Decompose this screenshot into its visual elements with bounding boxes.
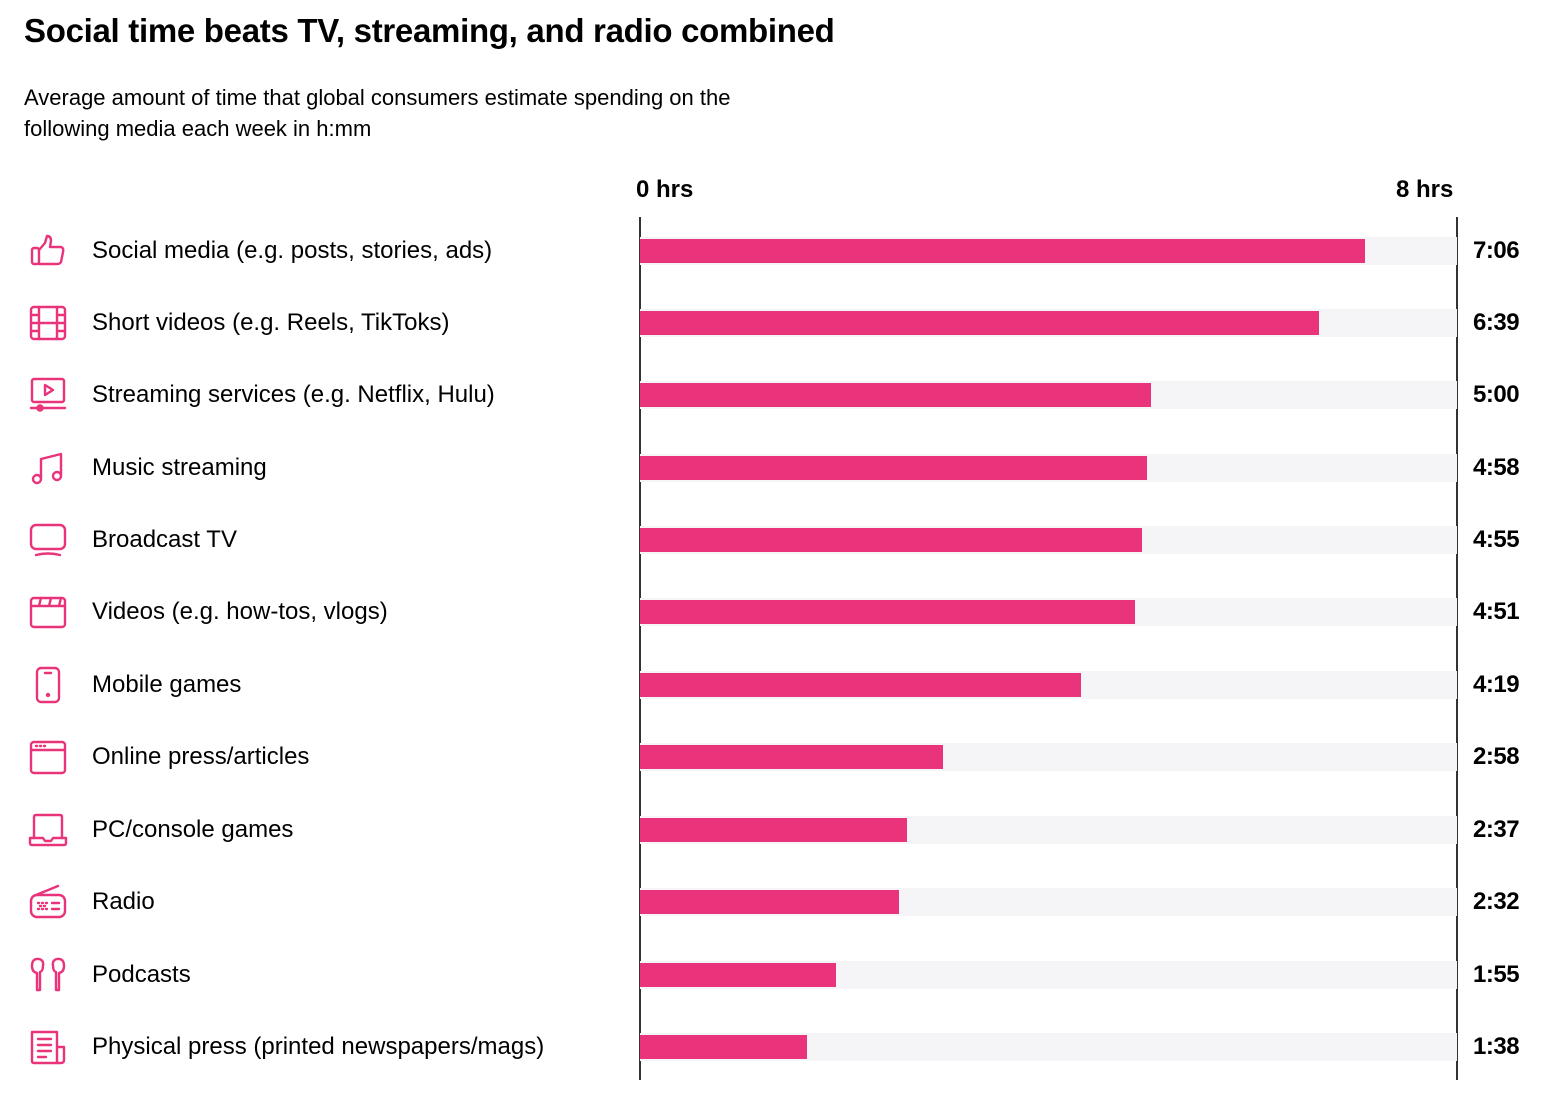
film-strip-icon xyxy=(29,305,67,341)
bar-row: Physical press (printed newspapers/mags)… xyxy=(0,1030,1562,1065)
value-label: 2:32 xyxy=(1473,888,1520,915)
axis-line-max xyxy=(1456,217,1458,1080)
tick-label-min: 0 hrs xyxy=(636,176,694,203)
value-label: 6:39 xyxy=(1473,309,1520,336)
bar-row: Short videos (e.g. Reels, TikToks) 6:39 xyxy=(0,305,1562,341)
axis-line-zero xyxy=(639,217,641,1080)
category-label: Mobile games xyxy=(92,671,242,698)
value-label: 2:37 xyxy=(1473,816,1520,843)
value-label: 4:19 xyxy=(1473,671,1520,698)
category-label: Broadcast TV xyxy=(92,526,237,553)
chart-subtitle: Average amount of time that global consu… xyxy=(24,85,731,141)
value-label: 2:58 xyxy=(1473,743,1520,770)
category-label: Podcasts xyxy=(92,961,191,988)
bar xyxy=(640,890,899,914)
mobile-phone-icon xyxy=(35,666,61,704)
category-label: Streaming services (e.g. Netflix, Hulu) xyxy=(92,381,495,408)
category-label: Social media (e.g. posts, stories, ads) xyxy=(92,237,493,264)
category-label: Music streaming xyxy=(92,454,267,481)
bar-row: Social media (e.g. posts, stories, ads) 7… xyxy=(0,234,1562,266)
bar-row: Mobile games 4:19 xyxy=(0,666,1562,704)
bar-row: Broadcast TV 4:55 xyxy=(0,523,1562,557)
bar xyxy=(640,963,836,987)
laptop-icon xyxy=(28,813,68,847)
bar xyxy=(640,673,1081,697)
bar xyxy=(640,818,908,842)
earbuds-icon xyxy=(30,957,66,992)
value-label: 7:06 xyxy=(1473,237,1520,264)
bar-row: Online press/articles 2:58 xyxy=(0,740,1562,775)
bar-row: Streaming services (e.g. Netflix, Hulu) 5… xyxy=(0,377,1562,412)
newspaper-icon xyxy=(30,1030,66,1065)
category-label: Radio xyxy=(92,888,155,915)
value-label: 4:51 xyxy=(1473,598,1520,625)
bar xyxy=(640,745,943,769)
category-label: PC/console games xyxy=(92,816,294,843)
tv-icon xyxy=(29,523,67,557)
bar xyxy=(640,383,1151,407)
bar-row: PC/console games 2:37 xyxy=(0,813,1562,847)
bar xyxy=(640,600,1136,624)
music-note-icon xyxy=(31,452,63,485)
value-label: 1:38 xyxy=(1473,1033,1520,1060)
chart-title: Social time beats TV, streaming, and rad… xyxy=(24,12,835,49)
value-label: 4:55 xyxy=(1473,526,1520,553)
clapperboard-icon xyxy=(29,596,67,629)
bar-row: Videos (e.g. how-tos, vlogs) 4:51 xyxy=(0,596,1562,629)
tick-label-max: 8 hrs xyxy=(1396,176,1454,203)
bar xyxy=(640,311,1320,335)
bar xyxy=(640,1035,807,1059)
bar-row: Music streaming 4:58 xyxy=(0,452,1562,485)
browser-window-icon xyxy=(29,740,67,775)
bar-row: Radio 2:32 xyxy=(0,884,1562,919)
streaming-screen-icon xyxy=(29,377,67,412)
bar xyxy=(640,456,1148,480)
value-label: 4:58 xyxy=(1473,454,1520,481)
category-label: Online press/articles xyxy=(92,743,310,770)
category-label: Videos (e.g. how-tos, vlogs) xyxy=(92,598,388,625)
radio-icon xyxy=(29,884,67,919)
thumbs-up-icon xyxy=(30,234,65,266)
bar xyxy=(640,528,1143,552)
bar xyxy=(640,239,1366,263)
value-label: 5:00 xyxy=(1473,381,1520,408)
value-label: 1:55 xyxy=(1473,961,1520,988)
category-label: Physical press (printed newspapers/mags) xyxy=(92,1033,545,1060)
bar-row: Podcasts 1:55 xyxy=(0,957,1562,992)
category-label: Short videos (e.g. Reels, TikToks) xyxy=(92,309,450,336)
